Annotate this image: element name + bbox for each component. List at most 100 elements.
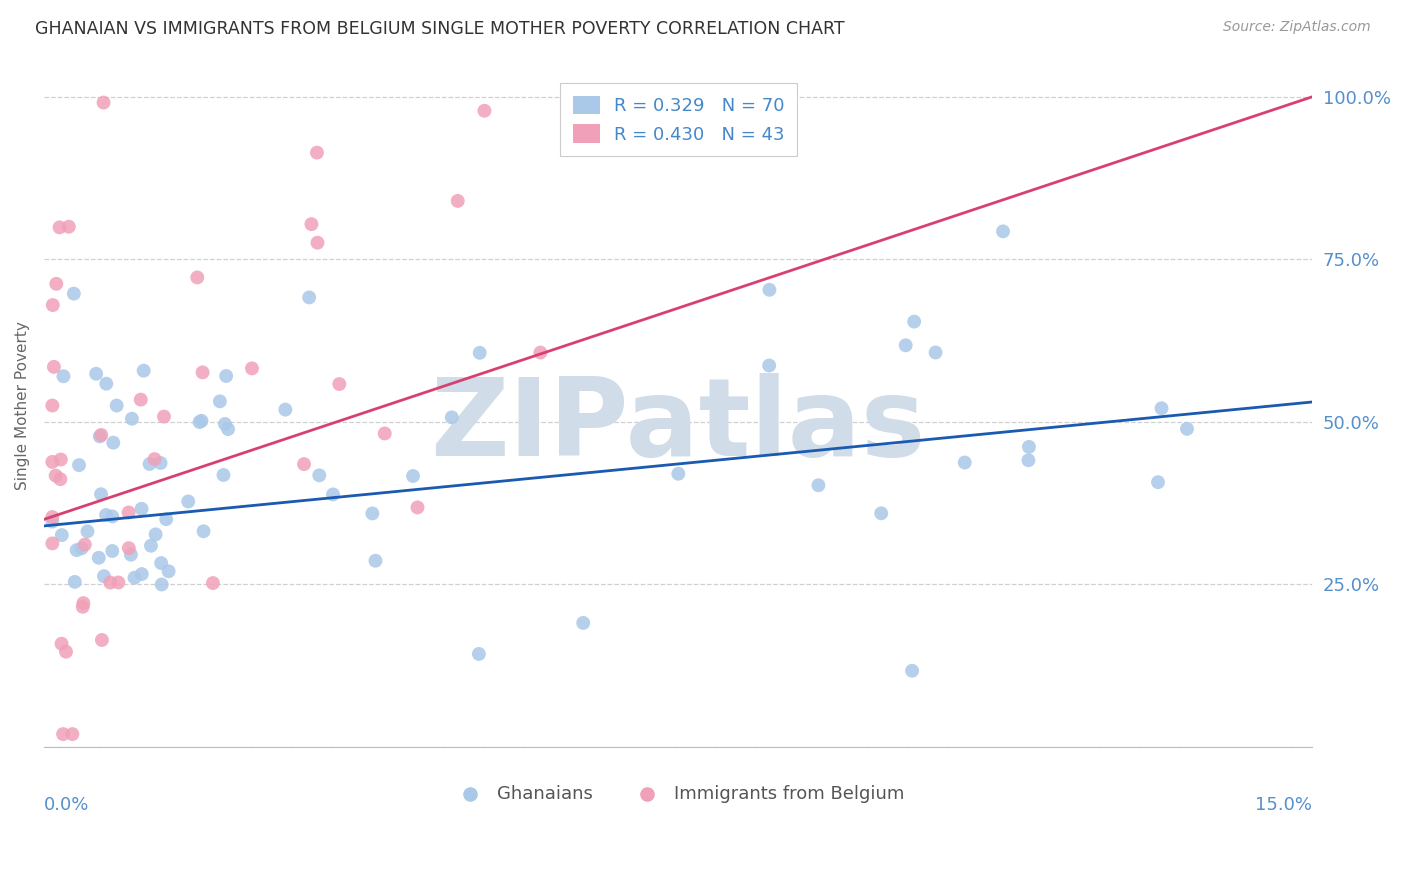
Point xyxy=(52,727,75,741)
Point xyxy=(901,664,924,678)
Point xyxy=(364,554,387,568)
Point xyxy=(292,457,315,471)
Point xyxy=(42,298,65,312)
Point xyxy=(124,571,146,585)
Point xyxy=(48,220,70,235)
Point xyxy=(177,494,200,508)
Point xyxy=(991,224,1014,238)
Legend: Ghanaians, Immigrants from Belgium: Ghanaians, Immigrants from Belgium xyxy=(444,777,911,810)
Point xyxy=(215,368,238,383)
Point xyxy=(87,550,110,565)
Point xyxy=(41,510,63,524)
Text: 0.0%: 0.0% xyxy=(44,797,89,814)
Point xyxy=(150,577,173,591)
Point xyxy=(52,369,75,384)
Point xyxy=(121,411,143,425)
Point xyxy=(193,524,215,539)
Point xyxy=(117,506,139,520)
Text: ZIPatlas: ZIPatlas xyxy=(430,373,925,479)
Point xyxy=(149,456,172,470)
Point xyxy=(131,567,153,582)
Point xyxy=(468,346,491,360)
Point xyxy=(308,468,330,483)
Point xyxy=(49,472,72,486)
Y-axis label: Single Mother Poverty: Single Mother Poverty xyxy=(15,321,30,490)
Point xyxy=(55,645,77,659)
Point xyxy=(307,235,329,250)
Point xyxy=(217,422,239,436)
Point xyxy=(90,428,112,442)
Point xyxy=(143,452,166,467)
Point xyxy=(186,270,208,285)
Point xyxy=(105,399,128,413)
Point xyxy=(1150,401,1173,416)
Point xyxy=(274,402,297,417)
Point xyxy=(101,544,124,558)
Point xyxy=(361,507,384,521)
Point xyxy=(240,361,263,376)
Point xyxy=(208,394,231,409)
Point xyxy=(666,467,689,481)
Point xyxy=(1018,440,1040,454)
Point xyxy=(90,632,112,647)
Point xyxy=(374,426,396,441)
Text: Source: ZipAtlas.com: Source: ZipAtlas.com xyxy=(1223,20,1371,34)
Point xyxy=(103,435,125,450)
Point xyxy=(440,410,463,425)
Point xyxy=(49,452,72,467)
Point xyxy=(1147,475,1170,490)
Point xyxy=(118,541,141,556)
Point xyxy=(155,512,177,526)
Point xyxy=(90,487,112,501)
Point xyxy=(953,456,976,470)
Point xyxy=(758,283,780,297)
Point xyxy=(45,277,67,291)
Point xyxy=(870,506,893,520)
Point xyxy=(402,469,425,483)
Point xyxy=(60,727,83,741)
Point xyxy=(529,345,551,359)
Point xyxy=(924,345,946,359)
Point xyxy=(190,414,212,428)
Point xyxy=(145,527,167,541)
Point xyxy=(96,376,118,391)
Point xyxy=(72,596,94,610)
Point xyxy=(42,359,65,374)
Point xyxy=(67,458,90,472)
Point xyxy=(72,599,94,614)
Point xyxy=(63,286,86,301)
Point xyxy=(73,538,96,552)
Point xyxy=(131,501,153,516)
Point xyxy=(45,468,67,483)
Text: GHANAIAN VS IMMIGRANTS FROM BELGIUM SINGLE MOTHER POVERTY CORRELATION CHART: GHANAIAN VS IMMIGRANTS FROM BELGIUM SING… xyxy=(35,20,845,37)
Point xyxy=(572,615,595,630)
Point xyxy=(305,145,328,160)
Point xyxy=(120,548,142,562)
Point xyxy=(468,647,491,661)
Point xyxy=(41,455,63,469)
Point xyxy=(129,392,152,407)
Text: 15.0%: 15.0% xyxy=(1256,797,1312,814)
Point xyxy=(41,399,63,413)
Point xyxy=(191,365,214,379)
Point xyxy=(214,417,236,431)
Point xyxy=(107,575,129,590)
Point xyxy=(474,103,496,118)
Point xyxy=(328,377,350,392)
Point xyxy=(903,315,925,329)
Point xyxy=(406,500,429,515)
Point xyxy=(1175,422,1198,436)
Point xyxy=(41,536,63,550)
Point xyxy=(84,367,107,381)
Point xyxy=(41,515,63,529)
Point xyxy=(153,409,176,424)
Point xyxy=(322,487,344,501)
Point xyxy=(93,569,115,583)
Point xyxy=(93,95,115,110)
Point xyxy=(89,429,111,443)
Point xyxy=(807,478,830,492)
Point xyxy=(58,219,80,234)
Point xyxy=(894,338,917,352)
Point xyxy=(139,539,162,553)
Point xyxy=(138,457,160,471)
